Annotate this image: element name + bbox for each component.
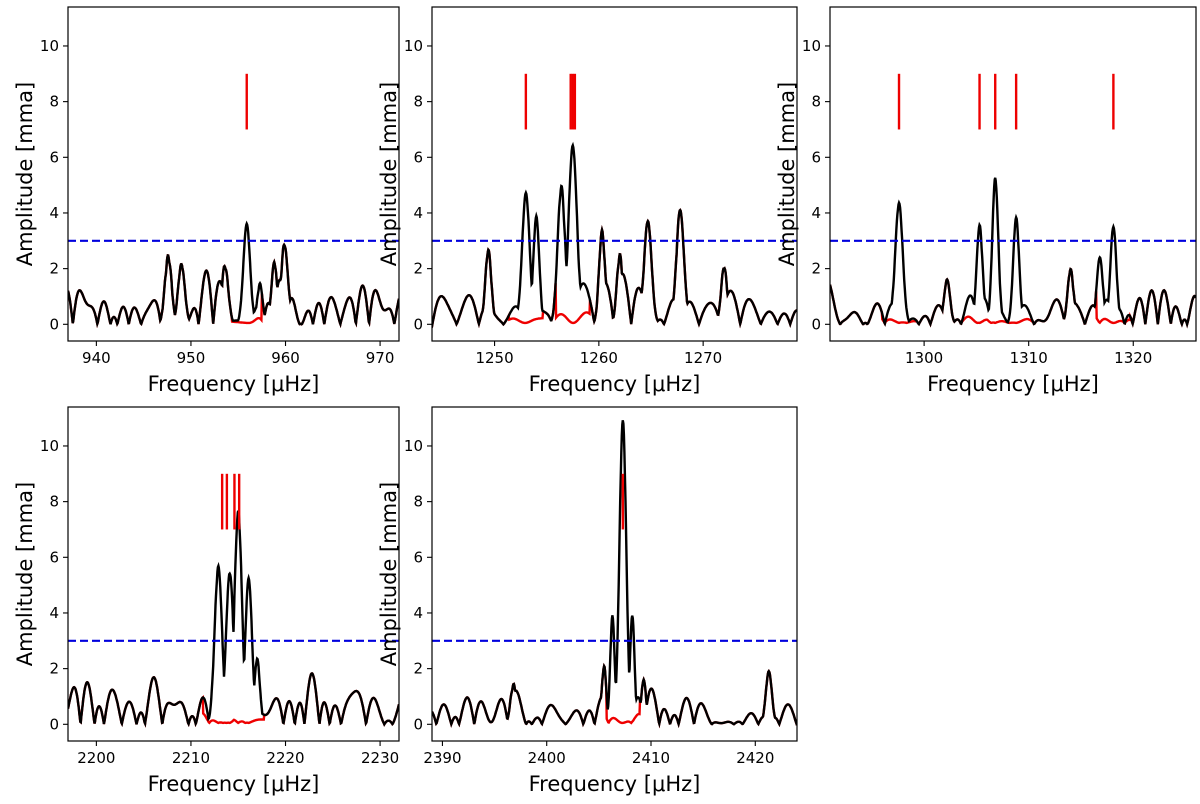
x-tick-label: 2420 bbox=[736, 749, 774, 767]
x-tick-label: 950 bbox=[177, 349, 206, 367]
panel-4: 0 2 4 6 8 10 2200 2210 2220 2230 Frequency [μHz] Am… bbox=[13, 406, 400, 796]
y-tick-label: 6 bbox=[811, 148, 821, 166]
y-tick-label: 4 bbox=[49, 204, 59, 222]
x-axis-title: Frequency [μHz] bbox=[148, 772, 320, 796]
x-axis-title: Frequency [μHz] bbox=[927, 372, 1099, 396]
x-tick-label: 2200 bbox=[77, 749, 115, 767]
y-tick-label: 10 bbox=[404, 37, 423, 55]
panel-2: 0 2 4 6 8 10 1250 1260 1270 Frequency [μHz] Amplit… bbox=[377, 6, 798, 396]
y-tick-label: 0 bbox=[413, 315, 423, 333]
y-tick-label: 10 bbox=[40, 437, 59, 455]
y-tick-label: 0 bbox=[811, 315, 821, 333]
x-tick-label: 2390 bbox=[423, 749, 461, 767]
x-tick-label: 2210 bbox=[172, 749, 210, 767]
x-axis-title: Frequency [μHz] bbox=[529, 772, 701, 796]
plot-frame bbox=[431, 406, 798, 742]
panel-1: 0 2 4 6 8 10 940 950 960 970 Frequency [μHz] Amplit… bbox=[13, 6, 400, 396]
y-tick-label: 2 bbox=[49, 660, 59, 678]
plot-frame bbox=[67, 406, 400, 742]
y-tick-label: 6 bbox=[413, 148, 423, 166]
plot-frame bbox=[829, 6, 1197, 342]
y-tick-label: 6 bbox=[49, 148, 59, 166]
series-original bbox=[432, 420, 797, 729]
y-tick-label: 8 bbox=[49, 493, 59, 511]
series-original bbox=[68, 510, 399, 728]
plot-frame bbox=[67, 6, 400, 342]
x-tick-label: 960 bbox=[271, 349, 300, 367]
y-tick-label: 0 bbox=[49, 715, 59, 733]
y-tick-label: 0 bbox=[49, 315, 59, 333]
y-axis-title: Amplitude [mma] bbox=[775, 82, 799, 266]
y-tick-label: 10 bbox=[404, 437, 423, 455]
y-tick-label: 4 bbox=[413, 604, 423, 622]
x-tick-label: 1300 bbox=[905, 349, 943, 367]
series-original bbox=[830, 177, 1196, 329]
series-original bbox=[68, 220, 399, 329]
y-axis-title: Amplitude [mma] bbox=[13, 82, 37, 266]
y-tick-label: 4 bbox=[811, 204, 821, 222]
y-tick-label: 10 bbox=[40, 37, 59, 55]
y-tick-label: 2 bbox=[413, 660, 423, 678]
x-tick-label: 970 bbox=[366, 349, 395, 367]
x-tick-label: 1310 bbox=[1010, 349, 1048, 367]
y-axis-title: Amplitude [mma] bbox=[13, 482, 37, 666]
y-tick-label: 0 bbox=[413, 715, 423, 733]
y-tick-label: 8 bbox=[49, 93, 59, 111]
y-tick-label: 4 bbox=[413, 204, 423, 222]
series-prewhitened bbox=[68, 242, 399, 329]
x-tick-label: 2400 bbox=[528, 749, 566, 767]
plot-frame bbox=[431, 6, 798, 342]
y-axis-title: Amplitude [mma] bbox=[377, 482, 401, 666]
y-tick-label: 8 bbox=[811, 93, 821, 111]
y-tick-label: 2 bbox=[413, 260, 423, 278]
x-tick-label: 2410 bbox=[632, 749, 670, 767]
x-tick-label: 1250 bbox=[475, 349, 513, 367]
x-tick-label: 940 bbox=[82, 349, 111, 367]
y-tick-label: 6 bbox=[413, 548, 423, 566]
x-tick-label: 1270 bbox=[684, 349, 722, 367]
y-tick-label: 4 bbox=[49, 604, 59, 622]
y-tick-label: 8 bbox=[413, 493, 423, 511]
x-tick-label: 2230 bbox=[361, 749, 399, 767]
y-tick-label: 2 bbox=[811, 260, 821, 278]
x-axis-title: Frequency [μHz] bbox=[148, 372, 320, 396]
panel-5: 0 2 4 6 8 10 2390 2400 2410 2420 Frequency [μHz] Am… bbox=[377, 406, 798, 796]
x-tick-label: 1320 bbox=[1114, 349, 1152, 367]
y-tick-label: 2 bbox=[49, 260, 59, 278]
y-tick-label: 6 bbox=[49, 548, 59, 566]
x-axis-title: Frequency [μHz] bbox=[529, 372, 701, 396]
series-original bbox=[432, 141, 797, 329]
x-tick-label: 2220 bbox=[266, 749, 304, 767]
y-tick-label: 8 bbox=[413, 93, 423, 111]
panel-3: 0 2 4 6 8 10 1300 1310 1320 Frequency [μHz] Amplit… bbox=[775, 6, 1197, 396]
x-tick-label: 1260 bbox=[580, 349, 618, 367]
y-axis-title: Amplitude [mma] bbox=[377, 82, 401, 266]
y-tick-label: 10 bbox=[802, 37, 821, 55]
